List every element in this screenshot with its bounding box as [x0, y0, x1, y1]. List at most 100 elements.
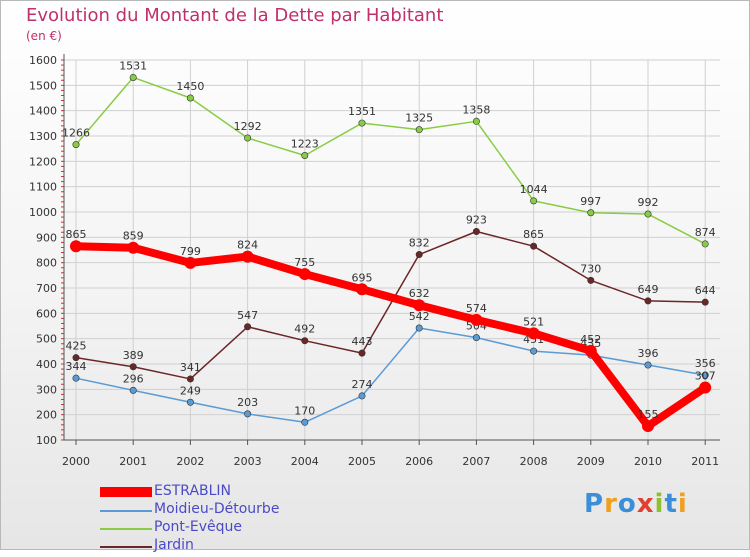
data-label-estrablin: 824	[237, 239, 258, 252]
legend-swatch-pont-eveque	[100, 528, 152, 530]
data-label-pont-eveque: 992	[638, 196, 659, 209]
data-point-pont-eveque	[72, 141, 80, 149]
legend-swatch-moidieu-detourbe	[100, 510, 152, 512]
data-point-moidieu-detourbe	[244, 410, 252, 418]
x-tick-label: 2002	[176, 455, 204, 468]
data-point-moidieu-detourbe	[358, 392, 366, 400]
proxiti-logo: Proxiti	[584, 489, 688, 519]
data-point-jardin	[244, 323, 252, 331]
data-point-moidieu-detourbe	[72, 374, 80, 382]
data-label-estrablin: 695	[352, 271, 373, 284]
series-line-jardin	[75, 230, 706, 380]
legend-item-estrablin: ESTRABLIN	[100, 483, 340, 503]
data-point-moidieu-detourbe	[415, 324, 423, 332]
data-point-estrablin	[584, 344, 597, 357]
data-point-estrablin	[70, 240, 82, 253]
data-point-moidieu-detourbe	[472, 334, 480, 342]
legend-label-pont-eveque: Pont-Evêque	[154, 519, 243, 535]
data-point-estrablin	[298, 268, 311, 281]
data-point-jardin	[587, 276, 595, 284]
data-point-moidieu-detourbe	[701, 371, 709, 379]
x-tick-label: 2007	[462, 455, 490, 468]
data-point-jardin	[72, 354, 80, 362]
data-label-estrablin: 452	[580, 333, 601, 346]
x-tick-label: 2011	[691, 455, 719, 468]
data-label-pont-eveque: 1223	[291, 138, 319, 151]
data-label-moidieu-detourbe: 203	[237, 396, 258, 409]
data-label-moidieu-detourbe: 296	[123, 372, 144, 385]
y-tick-label: 1200	[29, 155, 57, 168]
data-label-jardin: 443	[352, 335, 373, 348]
data-point-estrablin	[527, 327, 540, 340]
data-point-moidieu-detourbe	[644, 361, 652, 369]
data-label-moidieu-detourbe: 170	[294, 404, 315, 417]
y-tick-label: 1000	[29, 206, 57, 219]
chart-title: Evolution du Montant de la Dette par Hab…	[26, 5, 444, 26]
y-tick-label: 1400	[29, 105, 57, 118]
data-label-estrablin: 799	[180, 245, 201, 258]
data-label-jardin: 425	[66, 340, 87, 353]
y-tick-label: 200	[36, 409, 57, 422]
data-label-moidieu-detourbe: 274	[352, 378, 373, 391]
data-label-pont-eveque: 1044	[520, 183, 548, 196]
y-tick-label: 1100	[29, 181, 57, 194]
data-label-estrablin: 521	[523, 315, 544, 328]
chart-legend: ESTRABLIN Moidieu-Détourbe Pont-Evêque Jard…	[100, 483, 340, 557]
data-point-pont-eveque	[587, 209, 595, 217]
y-tick-label: 700	[36, 282, 57, 295]
y-tick-label: 1300	[29, 130, 57, 143]
data-point-pont-eveque	[644, 210, 652, 218]
data-label-pont-eveque: 874	[695, 226, 716, 239]
data-point-jardin	[186, 375, 194, 383]
y-tick-label: 1600	[29, 54, 57, 67]
data-label-estrablin: 155	[638, 408, 659, 421]
data-label-estrablin: 865	[66, 228, 87, 241]
legend-label-moidieu-detourbe: Moidieu-Détourbe	[154, 501, 280, 517]
data-point-pont-eveque	[701, 240, 709, 248]
y-tick-label: 100	[36, 434, 57, 447]
data-point-estrablin	[413, 299, 426, 312]
x-tick-label: 2001	[119, 455, 147, 468]
x-tick-label: 2000	[62, 455, 90, 468]
data-label-moidieu-detourbe: 356	[695, 357, 716, 370]
x-tick-label: 2010	[634, 455, 662, 468]
y-tick-label: 800	[36, 257, 57, 270]
data-point-pont-eveque	[186, 94, 194, 102]
data-point-pont-eveque	[358, 119, 366, 127]
data-label-estrablin: 755	[294, 256, 315, 269]
legend-item-moidieu-detourbe: Moidieu-Détourbe	[100, 501, 340, 521]
legend-label-jardin: Jardin	[154, 537, 194, 553]
y-tick-label: 400	[36, 358, 57, 371]
data-point-moidieu-detourbe	[301, 418, 309, 426]
data-label-jardin: 923	[466, 214, 487, 227]
data-point-pont-eveque	[415, 126, 423, 134]
x-tick-label: 2003	[234, 455, 262, 468]
legend-swatch-jardin	[100, 546, 152, 548]
data-point-jardin	[301, 337, 309, 345]
data-point-estrablin	[642, 420, 654, 433]
data-point-pont-eveque	[244, 134, 252, 142]
legend-swatch-estrablin	[100, 487, 152, 497]
data-point-moidieu-detourbe	[186, 398, 194, 406]
data-label-pont-eveque: 1325	[405, 112, 433, 125]
data-label-pont-eveque: 1531	[119, 59, 147, 72]
y-tick-label: 900	[36, 231, 57, 244]
data-label-pont-eveque: 1351	[348, 105, 376, 118]
data-point-jardin	[358, 349, 366, 357]
data-point-estrablin	[699, 381, 712, 394]
data-point-estrablin	[241, 250, 254, 263]
y-tick-label: 500	[36, 333, 57, 346]
data-label-jardin: 547	[237, 309, 258, 322]
data-label-moidieu-detourbe: 542	[409, 310, 430, 323]
data-point-jardin	[701, 298, 709, 306]
data-label-jardin: 832	[409, 237, 430, 250]
data-label-estrablin: 307	[695, 370, 716, 383]
data-point-jardin	[129, 363, 137, 371]
data-label-estrablin: 632	[409, 287, 430, 300]
data-label-pont-eveque: 1450	[176, 80, 204, 93]
x-tick-label: 2006	[405, 455, 433, 468]
data-point-pont-eveque	[301, 152, 309, 160]
series-line-pont-eveque	[75, 76, 706, 245]
data-point-pont-eveque	[530, 197, 538, 205]
legend-label-estrablin: ESTRABLIN	[154, 483, 232, 499]
